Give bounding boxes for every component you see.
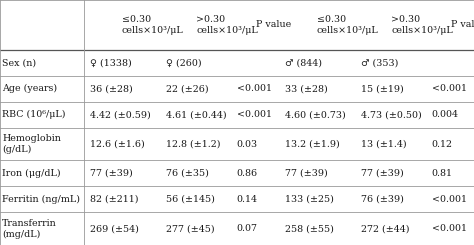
Text: 269 (±54): 269 (±54) [90, 224, 139, 233]
Text: Sex (n): Sex (n) [2, 58, 36, 67]
Text: ♂ (353): ♂ (353) [361, 58, 398, 67]
Text: Age (years): Age (years) [2, 84, 57, 93]
Text: Hemoglobin
(g/dL): Hemoglobin (g/dL) [2, 134, 61, 154]
Text: 133 (±25): 133 (±25) [285, 195, 334, 204]
Text: <0.001: <0.001 [432, 195, 466, 204]
Text: 56 (±145): 56 (±145) [165, 195, 215, 204]
Text: 4.73 (±0.50): 4.73 (±0.50) [361, 110, 421, 119]
Text: P value: P value [256, 20, 291, 29]
Text: 15 (±19): 15 (±19) [361, 84, 403, 93]
Text: 77 (±39): 77 (±39) [361, 169, 403, 178]
Text: 272 (±44): 272 (±44) [361, 224, 409, 233]
Text: 77 (±39): 77 (±39) [90, 169, 133, 178]
Text: ≤0.30
cells×10³/μL: ≤0.30 cells×10³/μL [122, 15, 183, 35]
Text: 76 (±35): 76 (±35) [165, 169, 209, 178]
Text: RBC (10⁶/μL): RBC (10⁶/μL) [2, 110, 66, 119]
Text: 13.2 (±1.9): 13.2 (±1.9) [285, 139, 340, 148]
Text: 22 (±26): 22 (±26) [165, 84, 208, 93]
Text: ♂ (844): ♂ (844) [285, 58, 322, 67]
Text: P value: P value [451, 20, 474, 29]
Text: 4.60 (±0.73): 4.60 (±0.73) [285, 110, 346, 119]
Text: ≤0.30
cells×10³/μL: ≤0.30 cells×10³/μL [317, 15, 379, 35]
Text: Transferrin
(mg/dL): Transferrin (mg/dL) [2, 219, 57, 239]
Text: Iron (μg/dL): Iron (μg/dL) [2, 169, 61, 178]
Text: ♀ (260): ♀ (260) [165, 58, 201, 67]
Text: 12.6 (±1.6): 12.6 (±1.6) [90, 139, 145, 148]
Text: 0.14: 0.14 [237, 195, 258, 204]
Text: 4.42 (±0.59): 4.42 (±0.59) [90, 110, 151, 119]
Text: 0.004: 0.004 [432, 110, 459, 119]
Text: 36 (±28): 36 (±28) [90, 84, 133, 93]
Text: 77 (±39): 77 (±39) [285, 169, 328, 178]
Text: 82 (±211): 82 (±211) [90, 195, 138, 204]
Text: <0.001: <0.001 [237, 110, 272, 119]
Text: <0.001: <0.001 [432, 84, 466, 93]
Text: ♀ (1338): ♀ (1338) [90, 58, 132, 67]
Text: 4.61 (±0.44): 4.61 (±0.44) [165, 110, 226, 119]
Text: 76 (±39): 76 (±39) [361, 195, 403, 204]
Text: 0.03: 0.03 [237, 139, 258, 148]
Text: >0.30
cells×10³/μL: >0.30 cells×10³/μL [392, 15, 453, 35]
Text: <0.001: <0.001 [432, 224, 466, 233]
Text: >0.30
cells×10³/μL: >0.30 cells×10³/μL [196, 15, 258, 35]
Text: 0.12: 0.12 [432, 139, 453, 148]
Text: 12.8 (±1.2): 12.8 (±1.2) [165, 139, 220, 148]
Text: 0.81: 0.81 [432, 169, 453, 178]
Text: 0.86: 0.86 [237, 169, 258, 178]
Text: 0.07: 0.07 [237, 224, 258, 233]
Text: 258 (±55): 258 (±55) [285, 224, 334, 233]
Text: 13 (±1.4): 13 (±1.4) [361, 139, 406, 148]
Text: 277 (±45): 277 (±45) [165, 224, 214, 233]
Text: <0.001: <0.001 [237, 84, 272, 93]
Text: 33 (±28): 33 (±28) [285, 84, 328, 93]
Text: Ferritin (ng/mL): Ferritin (ng/mL) [2, 195, 81, 204]
